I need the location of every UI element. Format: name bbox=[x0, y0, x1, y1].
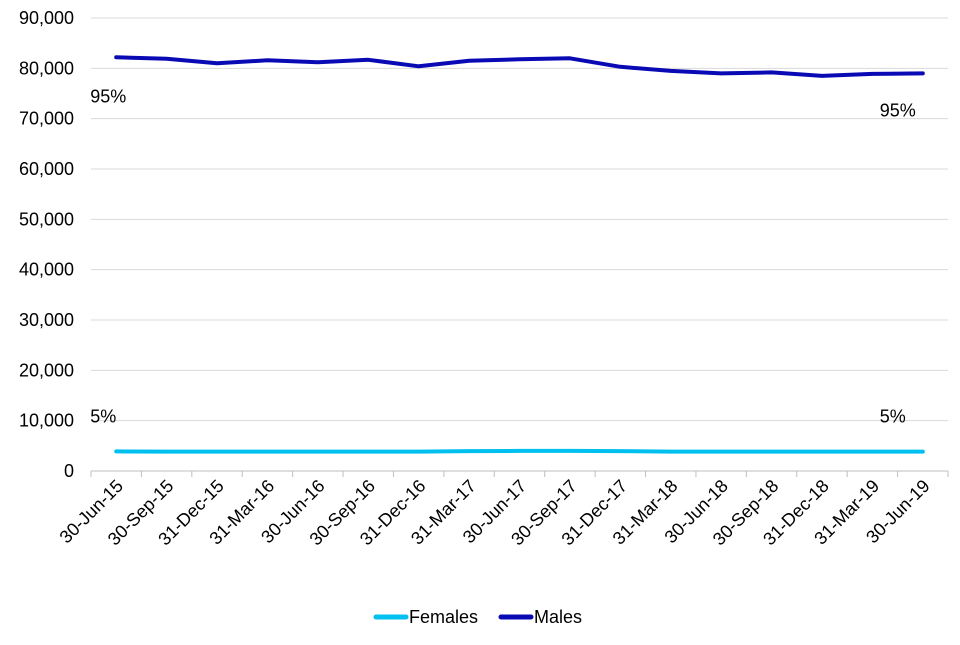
series-line-males bbox=[114, 55, 925, 78]
x-tick-labels: 30-Jun-1530-Sep-1531-Dec-1531-Mar-1630-J… bbox=[56, 476, 934, 550]
annotations: 95% 95% 5% 5% bbox=[90, 86, 916, 426]
y-tick-labels: 0 10,000 20,000 30,000 40,000 50,000 60,000 70,… bbox=[19, 8, 74, 481]
percent-annotation: 5% bbox=[90, 406, 116, 426]
gridlines bbox=[91, 17, 948, 422]
y-tick-label: 90,000 bbox=[19, 8, 74, 28]
legend-label-females: Females bbox=[409, 607, 478, 627]
y-tick-label: 10,000 bbox=[19, 411, 74, 431]
y-tick-label: 50,000 bbox=[19, 209, 74, 229]
percent-annotation: 95% bbox=[90, 86, 126, 106]
y-tick-label: 30,000 bbox=[19, 310, 74, 330]
y-tick-label: 20,000 bbox=[19, 360, 74, 380]
y-tick-label: 40,000 bbox=[19, 260, 74, 280]
percent-annotation: 5% bbox=[880, 407, 906, 427]
axes bbox=[90, 470, 949, 477]
percent-annotation: 95% bbox=[880, 100, 916, 120]
y-tick-label: 80,000 bbox=[19, 58, 74, 78]
y-tick-label: 60,000 bbox=[19, 159, 74, 179]
y-tick-label: 70,000 bbox=[19, 109, 74, 129]
legend: Females Males bbox=[373, 607, 582, 627]
legend-label-males: Males bbox=[534, 607, 582, 627]
series-line-females bbox=[114, 448, 925, 454]
y-tick-label: 0 bbox=[64, 461, 74, 481]
series-lines bbox=[114, 55, 925, 454]
